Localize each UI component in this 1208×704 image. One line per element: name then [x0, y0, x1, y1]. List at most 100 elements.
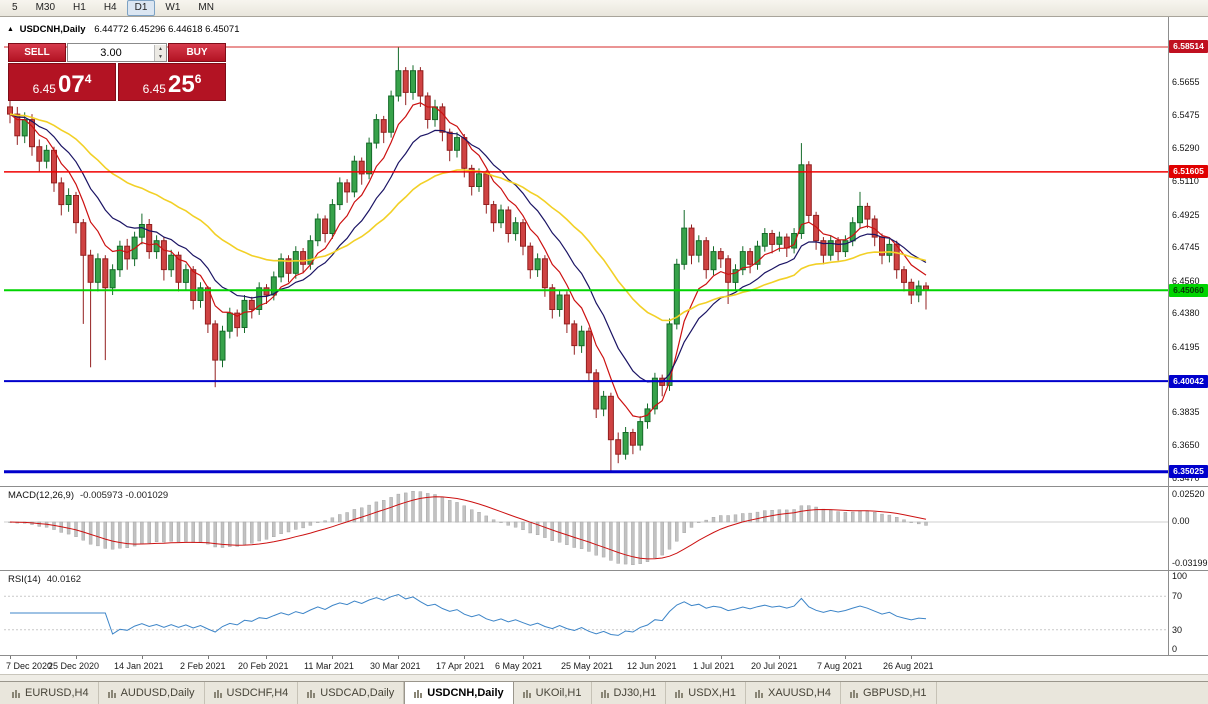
macd-tick: 0.02520 — [1172, 489, 1205, 499]
date-tick-mark — [208, 656, 209, 659]
date-axis[interactable]: 7 Dec 2020 25 Dec 2020 14 Jan 2021 2 Feb 20… — [4, 656, 1168, 674]
date-label: 7 Dec 2020 — [6, 661, 53, 671]
price-tick: 6.5655 — [1172, 77, 1200, 87]
date-tick-mark — [589, 656, 590, 659]
chart-tab-usdcnh[interactable]: USDCNH,Daily — [404, 682, 514, 704]
buy-button[interactable]: BUY — [168, 43, 226, 62]
date-label: 25 Dec 2020 — [48, 661, 100, 671]
chart-symbol-label: USDCNH,Daily — [19, 24, 86, 35]
price-axis-border — [1168, 17, 1169, 655]
rsi-value: 40.0162 — [46, 574, 82, 585]
date-tick-mark — [76, 656, 77, 659]
ma-line-7 — [9, 102, 927, 418]
chart-icon — [107, 689, 116, 698]
one-click-trading-panel: SELL ▲ ▼ BUY 6.45 07 4 6.45 25 6 — [8, 43, 226, 101]
buy-price-big: 25 — [167, 71, 195, 98]
date-tick-mark — [721, 656, 722, 659]
volume-spinner: ▲ ▼ — [154, 44, 166, 61]
price-tag[interactable]: 6.58514 — [1169, 40, 1208, 53]
chart-tab-dj30[interactable]: DJ30,H1 — [592, 682, 667, 704]
price-tag[interactable]: 6.35025 — [1169, 465, 1208, 478]
date-tick-mark — [911, 656, 912, 659]
chart-tab-xauusd[interactable]: XAUUSD,H4 — [746, 682, 841, 704]
rsi-axis: 100 70 30 0 — [1169, 571, 1208, 655]
chart-tab-eurusd[interactable]: EURUSD,H4 — [3, 682, 99, 704]
price-tick: 6.5110 — [1172, 176, 1199, 186]
chart-tab-ukoil[interactable]: UKOil,H1 — [514, 682, 592, 704]
chart-tab-usdchf[interactable]: USDCHF,H4 — [205, 682, 299, 704]
date-tick-mark — [332, 656, 333, 659]
price-tick: 6.3470 — [1172, 473, 1200, 483]
macd-tick: 0.00 — [1172, 516, 1190, 526]
chart-ohlc-values: 6.44772 6.45296 6.44618 6.45071 — [94, 24, 240, 35]
macd-name: MACD(12,26,9) — [8, 490, 74, 501]
timeframe-button-w1[interactable]: W1 — [165, 2, 181, 13]
volume-field: ▲ ▼ — [67, 43, 167, 62]
sell-price-box[interactable]: 6.45 07 4 — [8, 63, 116, 101]
date-tick-mark — [464, 656, 465, 659]
rsi-tick: 100 — [1172, 571, 1188, 581]
chart-bottom-strip — [0, 674, 1208, 682]
chart-icon — [600, 689, 609, 698]
chart-icon — [849, 689, 858, 698]
date-tick-mark — [523, 656, 524, 659]
date-label: 7 Aug 2021 — [817, 661, 863, 671]
buy-price-box[interactable]: 6.45 25 6 — [118, 63, 226, 101]
macd-signal-line — [9, 496, 927, 560]
date-label: 20 Feb 2021 — [238, 661, 289, 671]
date-label: 25 May 2021 — [561, 661, 614, 671]
chart-tab-gbpusd[interactable]: GBPUSD,H1 — [841, 682, 937, 704]
rsi-tick: 0 — [1172, 644, 1178, 654]
volume-input[interactable] — [68, 45, 154, 60]
chart-icon — [213, 689, 222, 698]
volume-decrease-icon[interactable]: ▼ — [155, 52, 166, 61]
date-tick-mark — [10, 656, 11, 659]
main-chart-canvas[interactable] — [4, 17, 1168, 486]
date-tick-mark — [779, 656, 780, 659]
date-label: 30 Mar 2021 — [370, 661, 421, 671]
chart-tab-usdcad[interactable]: USDCAD,Daily — [298, 682, 405, 704]
timeframe-button-mn[interactable]: MN — [198, 2, 214, 13]
price-tag[interactable]: 6.45060 — [1169, 284, 1208, 297]
chart-icon — [307, 689, 316, 698]
sell-button[interactable]: SELL — [8, 43, 66, 62]
volume-increase-icon[interactable]: ▲ — [155, 44, 166, 53]
date-tick-mark — [142, 656, 143, 659]
chart-tab-audusd[interactable]: AUDUSD,Daily — [99, 682, 205, 704]
macd-indicator-canvas[interactable] — [4, 487, 1168, 570]
chart-icon — [522, 689, 531, 698]
price-tag[interactable]: 6.40042 — [1169, 375, 1208, 388]
rsi-tick: 70 — [1172, 591, 1183, 601]
price-tick: 6.4560 — [1172, 276, 1200, 286]
pane-separator[interactable] — [0, 570, 1208, 571]
timeframe-button-h4[interactable]: H4 — [103, 2, 117, 13]
date-label: 2 Feb 2021 — [180, 661, 226, 671]
price-tick: 6.3650 — [1172, 440, 1200, 450]
date-label: 14 Jan 2021 — [114, 661, 164, 671]
timeframe-button-m30[interactable]: M30 — [35, 2, 56, 13]
timeframe-button-5[interactable]: 5 — [12, 2, 18, 13]
timeframe-button-h1[interactable]: H1 — [73, 2, 86, 13]
chart-icon — [754, 689, 763, 698]
chart-tab-usdx[interactable]: USDX,H1 — [666, 682, 746, 704]
price-tick: 6.5475 — [1172, 110, 1200, 120]
price-axis[interactable]: 6.5655 6.5475 6.5290 6.5110 6.4925 6.4745 6.45… — [1169, 17, 1208, 486]
date-tick-mark — [655, 656, 656, 659]
date-label: 1 Jul 2021 — [693, 661, 735, 671]
date-label: 6 May 2021 — [495, 661, 543, 671]
collapse-marker-icon[interactable]: ▲ — [7, 26, 14, 33]
pane-separator[interactable] — [0, 486, 1208, 487]
price-tick: 6.4195 — [1172, 342, 1200, 352]
timeframe-toolbar: 5 M30 H1 H4 D1 W1 MN — [0, 0, 1208, 17]
sell-price-prefix: 6.45 — [32, 82, 56, 96]
rsi-name: RSI(14) — [8, 574, 41, 585]
sell-price-sup: 4 — [84, 72, 92, 86]
price-tick: 6.4745 — [1172, 242, 1200, 252]
timeframe-button-d1[interactable]: D1 — [126, 0, 156, 16]
date-tick-mark — [398, 656, 399, 659]
rsi-indicator-canvas[interactable] — [4, 571, 1168, 655]
price-tag[interactable]: 6.51605 — [1169, 165, 1208, 178]
price-tick: 6.4925 — [1172, 210, 1200, 220]
date-label: 11 Mar 2021 — [304, 661, 354, 671]
buy-price-sup: 6 — [194, 72, 202, 86]
